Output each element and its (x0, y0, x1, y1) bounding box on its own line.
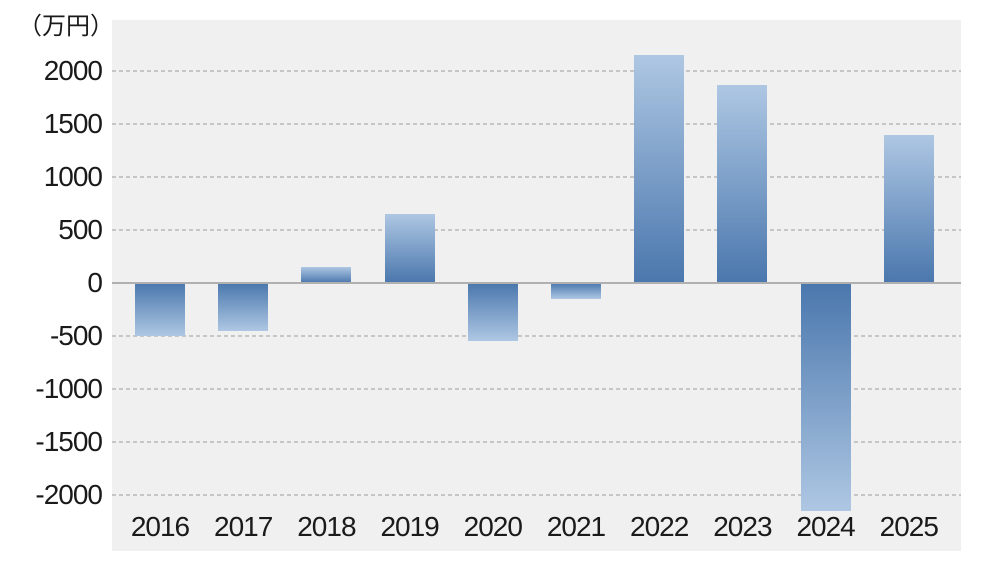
gridline--1500 (112, 441, 961, 443)
bar-2023 (717, 84, 768, 283)
y-tick-label--1000: -1000 (35, 373, 103, 404)
y-tick-label--1500: -1500 (35, 426, 103, 457)
y-tick-label-0: 0 (87, 267, 103, 298)
zero-axis-line (112, 282, 961, 284)
gridline-500 (112, 229, 961, 231)
x-tick-label-2017: 2017 (214, 511, 273, 542)
x-tick-label-2018: 2018 (297, 511, 356, 542)
y-tick-label--2000: -2000 (35, 479, 103, 510)
gridline--2000 (112, 494, 961, 496)
x-tick-label-2024: 2024 (796, 511, 855, 542)
x-tick-label-2022: 2022 (630, 511, 689, 542)
bar-2024 (800, 283, 851, 511)
plot-area: 2016 2017 2018 2019 2020 2021 2022 2023 2024 2025 (112, 20, 961, 551)
bar-2020 (467, 283, 518, 342)
y-tick-label--500: -500 (49, 320, 103, 351)
gridline-1500 (112, 123, 961, 125)
y-axis-unit-label: （万円） (18, 13, 114, 40)
gridline-2000 (112, 70, 961, 72)
y-tick-label-1500: 1500 (43, 108, 103, 139)
y-tick-label-2000: 2000 (43, 55, 103, 86)
gridline--500 (112, 335, 961, 337)
y-tick-label-500: 500 (58, 214, 103, 245)
x-tick-label-2021: 2021 (546, 511, 606, 542)
bar-2025 (883, 134, 934, 283)
bar-2018 (301, 267, 352, 283)
gridline-1000 (112, 176, 961, 178)
x-tick-label-2025: 2025 (879, 511, 939, 542)
bar-2019 (384, 214, 435, 283)
x-tick-label-2020: 2020 (463, 511, 523, 542)
y-tick-label-1000: 1000 (43, 161, 103, 192)
bar-2022 (634, 55, 685, 283)
gridline--1000 (112, 388, 961, 390)
x-tick-label-2023: 2023 (713, 511, 772, 542)
bar-2016 (135, 283, 185, 336)
x-tick-label-2016: 2016 (130, 511, 190, 542)
bar-2021 (551, 283, 601, 299)
bar-2017 (218, 283, 269, 331)
x-tick-label-2019: 2019 (380, 511, 439, 542)
